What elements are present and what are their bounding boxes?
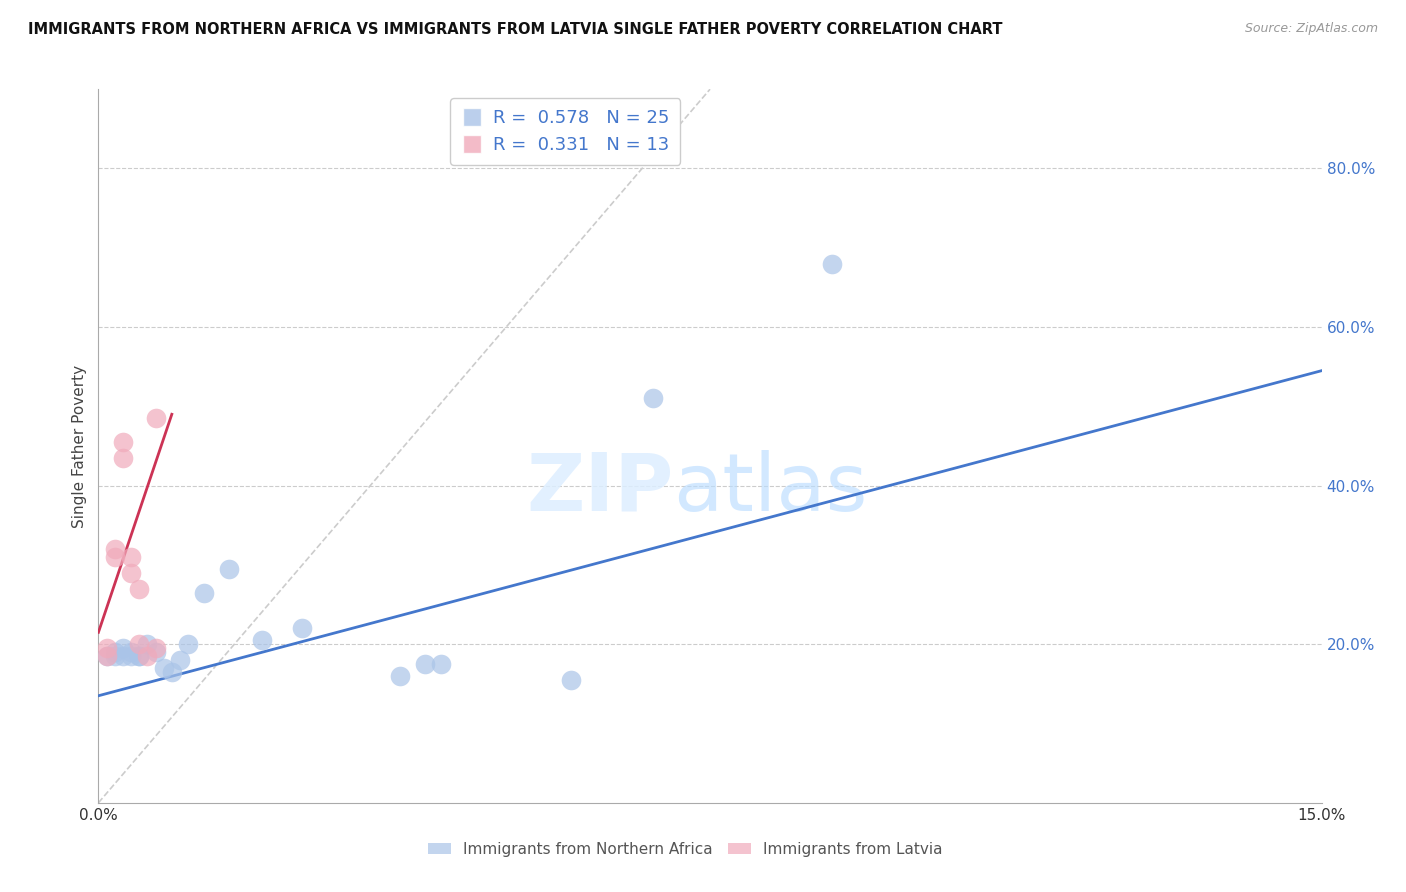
Point <box>96 641 118 656</box>
Point <box>169 653 191 667</box>
Point <box>128 649 150 664</box>
Point <box>120 549 142 564</box>
Point <box>145 641 167 656</box>
Point <box>152 661 174 675</box>
Point <box>104 645 127 659</box>
Point <box>111 450 134 465</box>
Point <box>145 411 167 425</box>
Point <box>120 649 142 664</box>
Point <box>128 637 150 651</box>
Text: atlas: atlas <box>673 450 868 528</box>
Legend: Immigrants from Northern Africa, Immigrants from Latvia: Immigrants from Northern Africa, Immigra… <box>422 836 949 863</box>
Point <box>145 645 167 659</box>
Point <box>160 665 183 679</box>
Point <box>291 621 314 635</box>
Point <box>128 582 150 596</box>
Point <box>111 435 134 450</box>
Point <box>177 637 200 651</box>
Point <box>430 657 453 671</box>
Point <box>96 649 118 664</box>
Point <box>821 257 844 271</box>
Point <box>136 637 159 651</box>
Y-axis label: Single Father Poverty: Single Father Poverty <box>72 365 87 527</box>
Point <box>560 673 582 687</box>
Point <box>111 649 134 664</box>
Text: Source: ZipAtlas.com: Source: ZipAtlas.com <box>1244 22 1378 36</box>
Point <box>104 542 127 557</box>
Point <box>104 649 127 664</box>
Point <box>193 585 215 599</box>
Point <box>111 641 134 656</box>
Point <box>104 549 127 564</box>
Text: ZIP: ZIP <box>526 450 673 528</box>
Point <box>128 649 150 664</box>
Point <box>120 566 142 580</box>
Point <box>96 649 118 664</box>
Point <box>413 657 436 671</box>
Point <box>641 392 664 406</box>
Point <box>136 649 159 664</box>
Point <box>120 645 142 659</box>
Point <box>218 562 240 576</box>
Point <box>389 669 412 683</box>
Text: IMMIGRANTS FROM NORTHERN AFRICA VS IMMIGRANTS FROM LATVIA SINGLE FATHER POVERTY : IMMIGRANTS FROM NORTHERN AFRICA VS IMMIG… <box>28 22 1002 37</box>
Point <box>250 633 273 648</box>
